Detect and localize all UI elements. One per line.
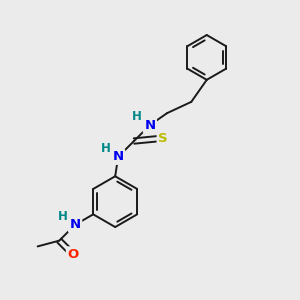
Text: N: N [70, 218, 81, 231]
Text: N: N [144, 119, 155, 132]
Text: H: H [101, 142, 111, 155]
Text: N: N [112, 150, 124, 164]
Text: H: H [58, 210, 68, 223]
Text: S: S [158, 132, 168, 145]
Text: O: O [68, 248, 79, 261]
Text: H: H [132, 110, 142, 123]
